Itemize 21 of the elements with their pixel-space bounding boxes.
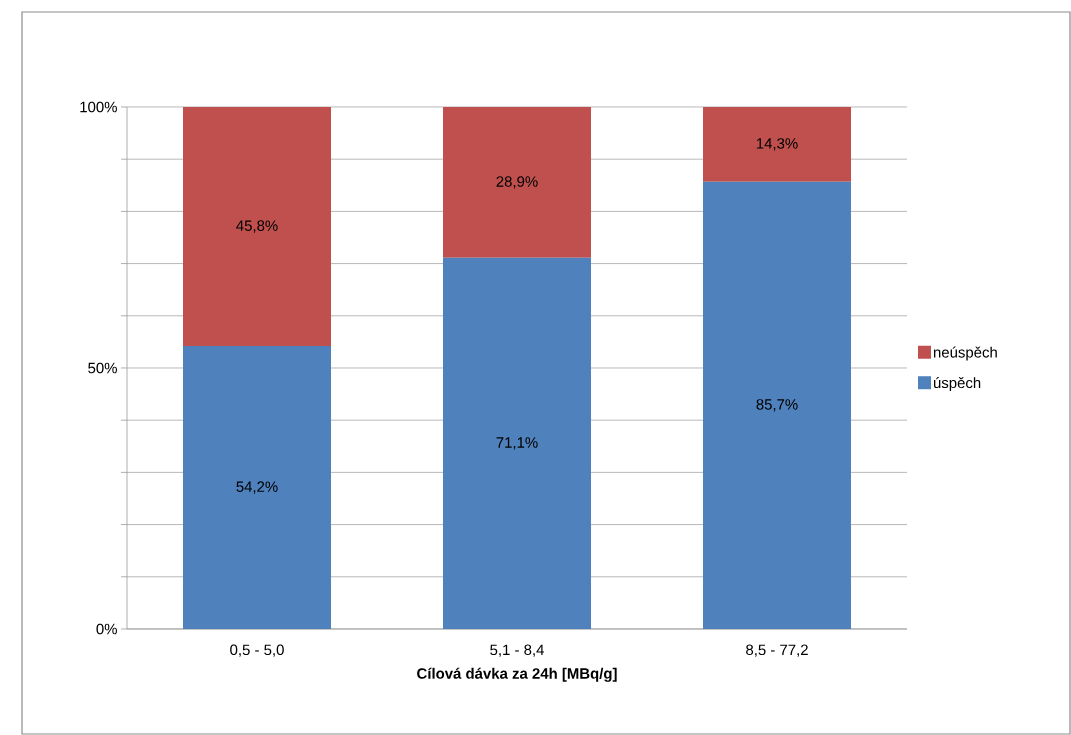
legend-label: úspěch [934,376,981,392]
bar [183,346,332,629]
data-label: 28,9% [496,176,538,189]
bar [443,257,592,629]
x-tick-label: 8,5 - 77,2 [746,644,808,657]
data-label: 14,3% [756,138,798,151]
x-tick-label: 0,5 - 5,0 [230,644,284,657]
bar [703,106,852,182]
data-label: 85,7% [756,399,798,412]
y-tick-label: 0% [96,623,117,635]
y-tick-label: 100% [80,101,117,113]
data-label: 45,8% [236,220,278,233]
data-label: 71,1% [496,437,538,450]
x-tick-label: 5,1 - 8,4 [490,644,544,657]
y-tick-label: 50% [88,362,117,374]
bar [183,106,332,347]
bar [703,181,852,629]
legend-label: neúspěch [933,346,997,361]
data-label: 54,2% [236,481,278,494]
bar [443,106,592,258]
x-axis-title: Cílová dávka za 24h [MBq/g] [417,667,617,682]
